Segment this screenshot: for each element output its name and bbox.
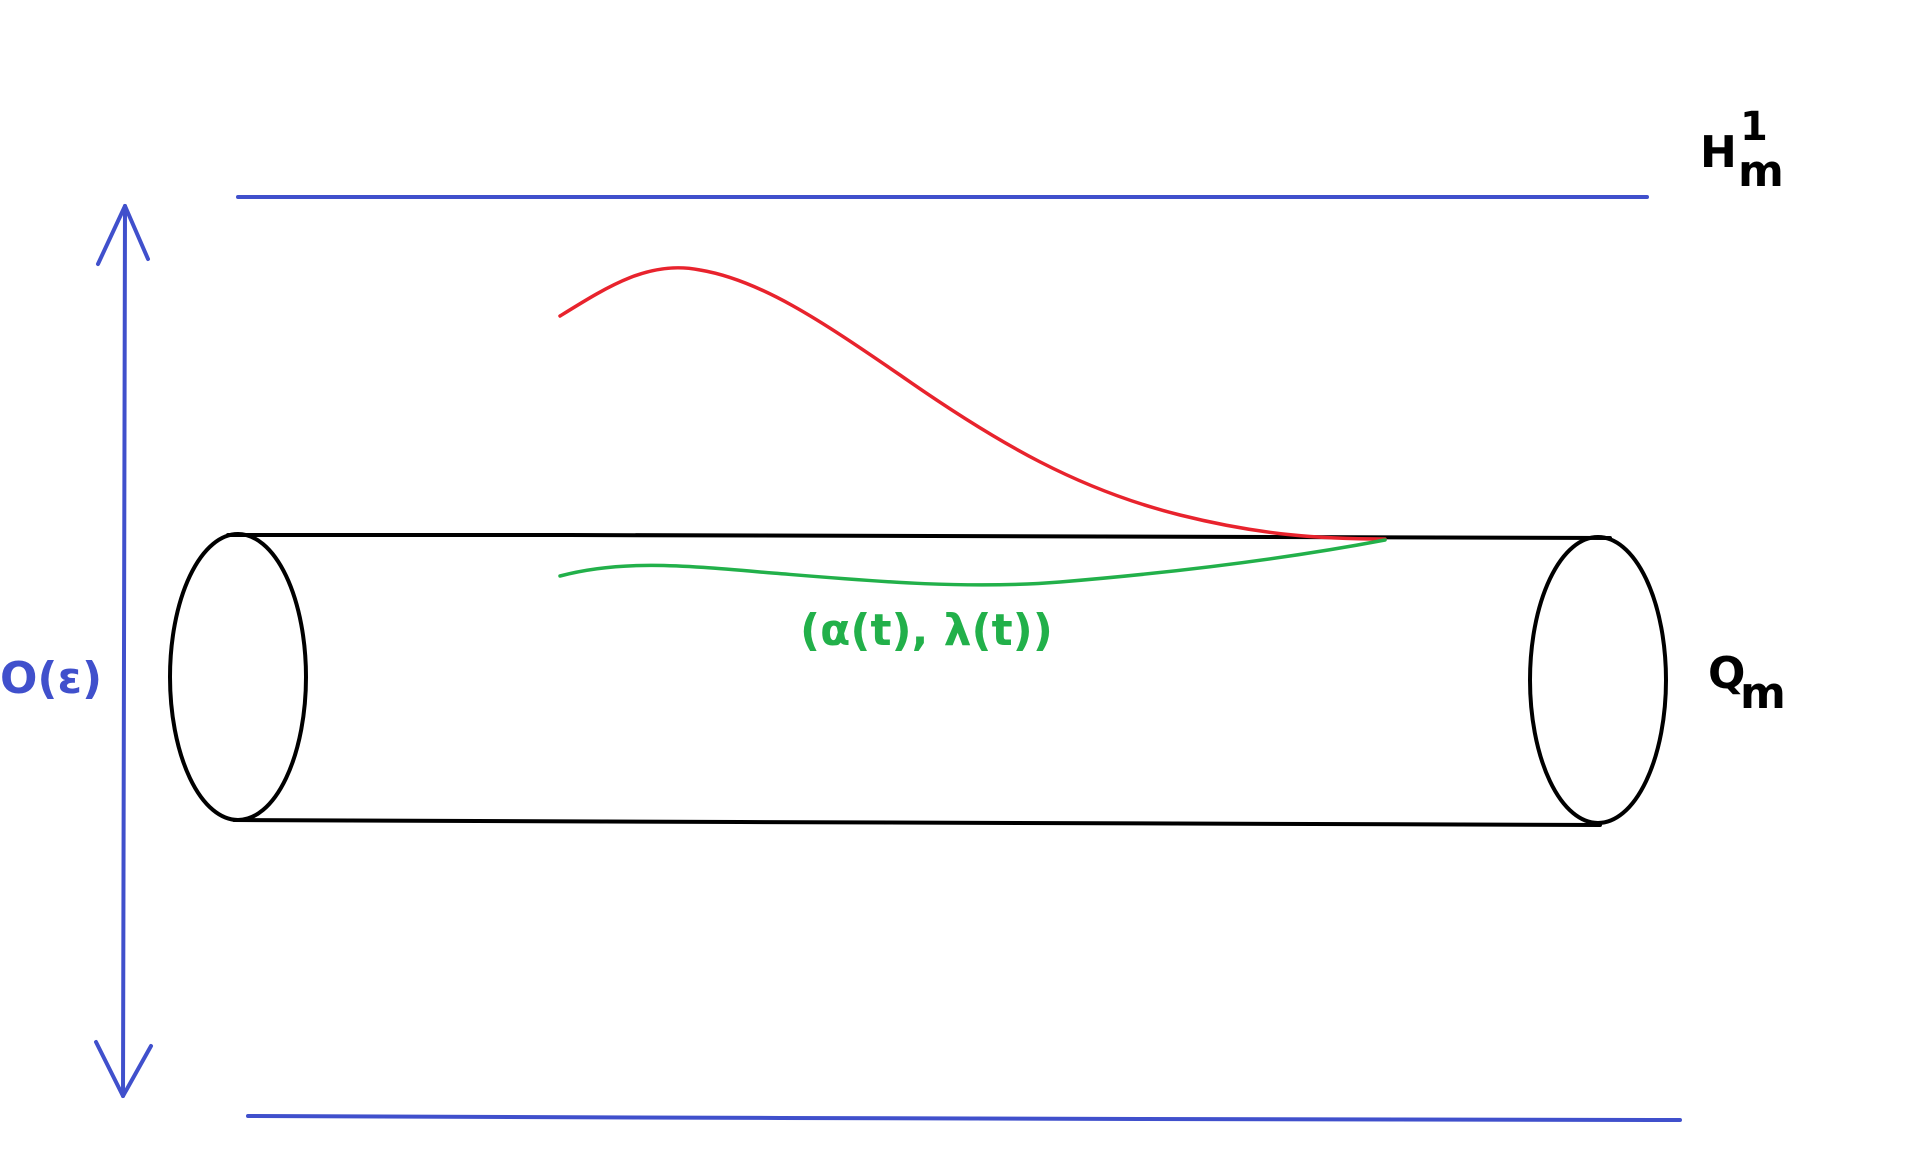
- tube-label-subscript: m: [1740, 668, 1786, 719]
- tube-right-end: [1528, 535, 1668, 825]
- curve-label: (α(t), λ(t)): [800, 605, 1053, 656]
- green-trajectory-curve: [558, 538, 1387, 587]
- space-label-main: H: [1700, 127, 1737, 178]
- space-label-subscript: m: [1738, 146, 1784, 197]
- space-label: H: [1700, 127, 1737, 178]
- width-arrow-head-down-icon: [94, 1040, 153, 1098]
- red-trajectory-curve: [558, 266, 1387, 541]
- tube-left-end: [168, 532, 308, 822]
- lower-boundary-line: [246, 1114, 1682, 1122]
- width-arrow-head-up-icon: [96, 204, 150, 266]
- tube-label-main: Q: [1708, 648, 1745, 699]
- space-label-superscript: 1: [1740, 104, 1768, 150]
- width-arrow-shaft: [121, 204, 127, 1098]
- tube-top-edge: [226, 533, 1612, 540]
- tube-bottom-edge: [232, 818, 1602, 827]
- width-label: O(ε): [0, 653, 102, 704]
